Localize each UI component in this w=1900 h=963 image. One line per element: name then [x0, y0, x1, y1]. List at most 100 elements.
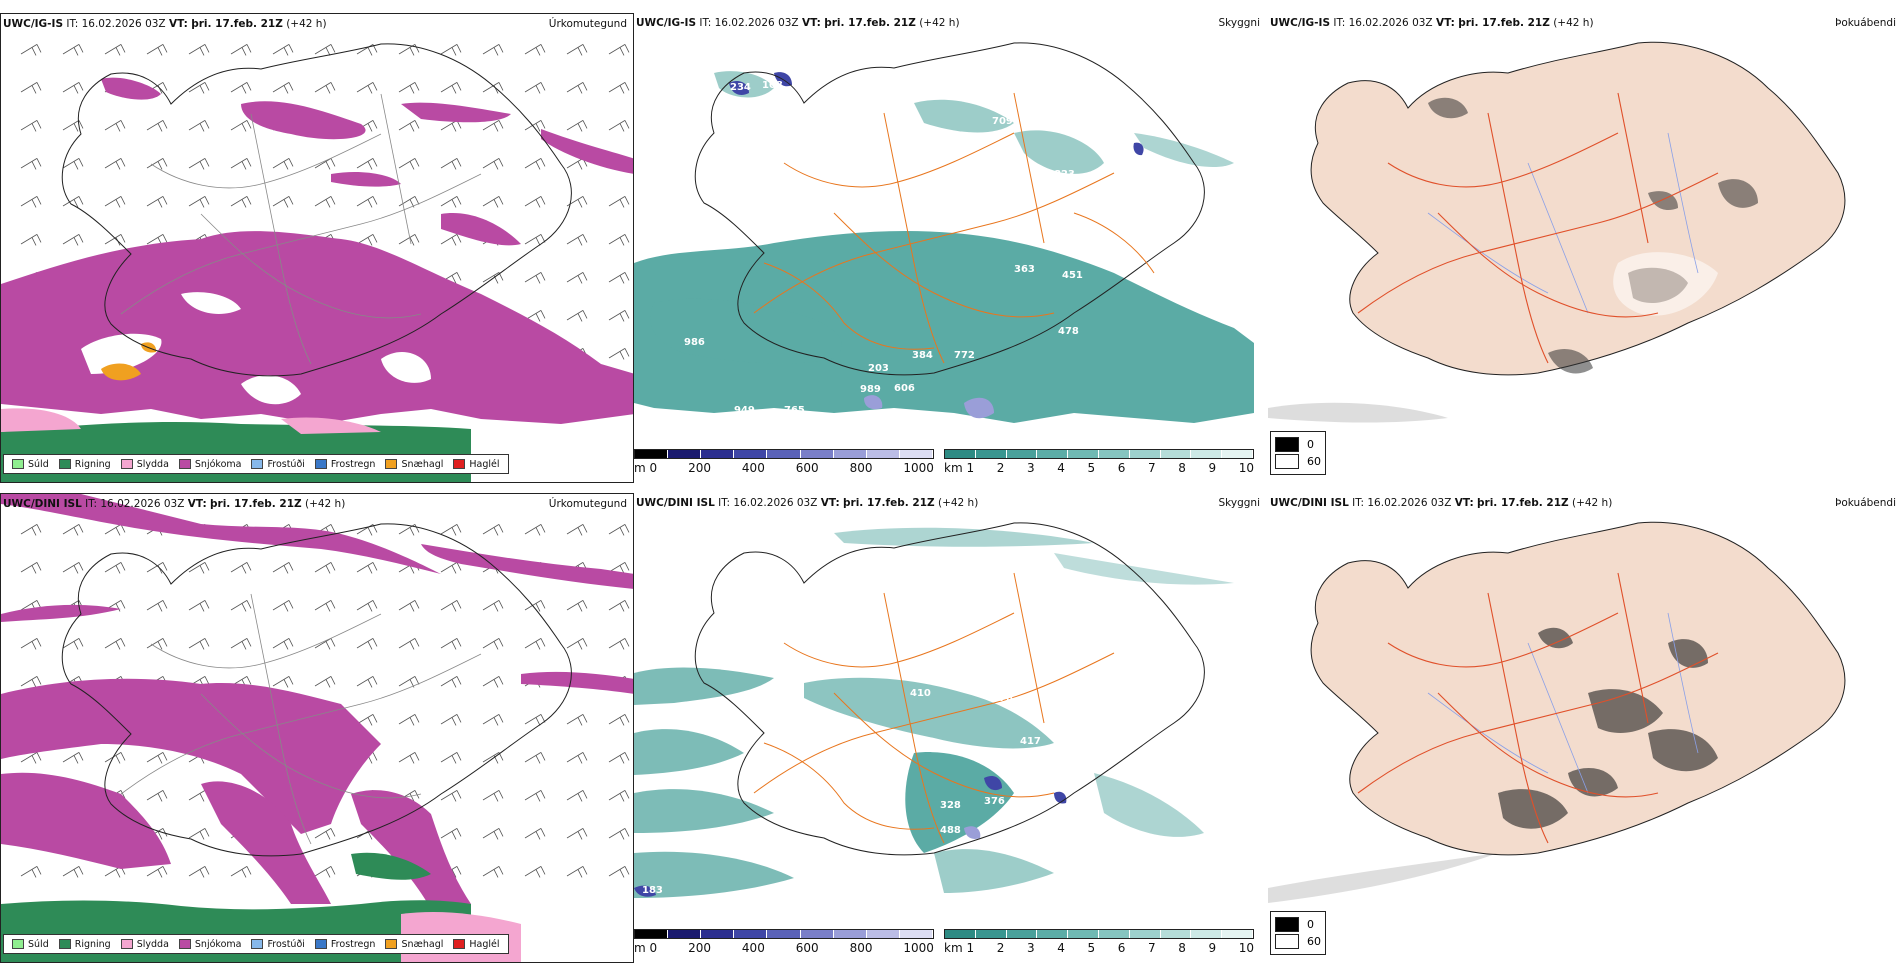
wind-barb	[314, 196, 336, 208]
wind-barb	[566, 120, 588, 132]
legend-item: Slydda	[120, 939, 169, 950]
vis-label: 363	[1014, 264, 1035, 275]
panel-header: UWC/IG-IS IT: 16.02.2026 03Z VT: þri. 17…	[1270, 17, 1594, 29]
wind-barb	[62, 196, 84, 208]
wind-barb	[146, 196, 168, 208]
wind-barb	[566, 752, 588, 764]
panel-precip-type-igis: UWC/IG-IS IT: 16.02.2026 03Z VT: þri. 17…	[0, 13, 634, 483]
wind-barb	[440, 158, 462, 170]
wind-barb	[608, 82, 630, 94]
wind-barb	[608, 828, 630, 840]
wind-barb	[188, 44, 210, 56]
wind-barb	[524, 158, 546, 170]
wind-barb	[314, 44, 336, 56]
coastline	[694, 522, 1205, 856]
wind-barb	[398, 120, 420, 132]
colorbar-m-bar	[634, 929, 934, 939]
vis-label: 665	[944, 423, 965, 434]
wind-barb	[146, 752, 168, 764]
panel-title: Úrkomutegund	[548, 498, 627, 510]
legend-item: Súld	[12, 459, 49, 470]
wind-barb	[20, 638, 42, 650]
wind-barb	[314, 158, 336, 170]
wind-barb	[314, 562, 336, 574]
vis-label: 384	[912, 350, 933, 361]
legend-item: Snæhagl	[385, 459, 443, 470]
colorbar-m-ticks: m 0 200 400 600 800 1000	[634, 941, 934, 955]
coastline	[61, 523, 572, 857]
fog-map-dini	[1268, 521, 1846, 903]
wind-barb	[524, 196, 546, 208]
colorbar-m-ticks: m 0 200 400 600 800 1000	[634, 461, 934, 475]
vis-label: 108	[762, 80, 783, 91]
wind-barb	[62, 562, 84, 574]
wind-barb	[104, 196, 126, 208]
wind-barb	[524, 272, 546, 284]
wind-barb	[146, 158, 168, 170]
wind-barb	[272, 600, 294, 612]
fog-legend-swatch	[1275, 437, 1299, 452]
wind-barb	[398, 600, 420, 612]
vis-label: 986	[684, 337, 705, 348]
visibility-value-labels: 234 108 709 823 363 451 478 986 384 772 …	[674, 80, 1083, 434]
wind-barb	[608, 272, 630, 284]
wind-barb	[440, 752, 462, 764]
wind-barb	[62, 752, 84, 764]
wind-barb	[104, 158, 126, 170]
wind-barb	[104, 120, 126, 132]
wind-barb	[356, 676, 378, 688]
roads	[753, 92, 1155, 364]
wind-barb	[188, 562, 210, 574]
colorbar-km: km 1 2 3 4 5 6 7 8 9 10	[944, 929, 1254, 955]
wind-barb	[608, 234, 630, 246]
wind-barb	[356, 196, 378, 208]
wind-barb	[566, 44, 588, 56]
legend-swatch	[58, 939, 71, 949]
wind-barb	[188, 866, 210, 878]
wind-barb	[608, 562, 630, 574]
wind-barb	[398, 82, 420, 94]
vis-label: 765	[784, 405, 805, 416]
wind-barb	[230, 44, 252, 56]
wind-barb	[608, 638, 630, 650]
wind-barb	[104, 524, 126, 536]
panel-title: Þokuábendi	[1835, 17, 1896, 29]
legend-swatch	[120, 939, 133, 949]
wind-barb	[272, 638, 294, 650]
fog-patches	[1268, 97, 1758, 423]
vis-label: 772	[954, 350, 975, 361]
wind-barb	[20, 866, 42, 878]
wind-barb	[524, 790, 546, 802]
wind-barb	[188, 120, 210, 132]
legend-item: Haglél	[453, 459, 500, 470]
wind-barb	[230, 562, 252, 574]
vis-label: 949	[734, 405, 755, 416]
wind-barb	[608, 866, 630, 878]
colorbar-m-bar	[634, 449, 934, 459]
wind-barb	[608, 348, 630, 360]
wind-barb	[314, 828, 336, 840]
legend-item: Snjókoma	[178, 939, 241, 950]
vis-label: 391	[1054, 702, 1075, 713]
wind-barb	[482, 196, 504, 208]
fog-legend: 0 60	[1270, 911, 1326, 955]
vis-label: 478	[1058, 326, 1079, 337]
panel-visibility-igis: 234 108 709 823 363 451 478 986 384 772 …	[634, 13, 1268, 483]
wind-barb	[356, 562, 378, 574]
wind-barb	[314, 638, 336, 650]
wind-barb	[188, 828, 210, 840]
legend-item: Snjókoma	[178, 459, 241, 470]
panel-header: UWC/IG-IS IT: 16.02.2026 03Z VT: þri. 17…	[636, 17, 960, 29]
legend-item: Rigning	[58, 459, 111, 470]
fog-legend: 0 60	[1270, 431, 1326, 475]
wind-barb	[608, 310, 630, 322]
precip-legend: Súld Rigning Slydda Snjókoma Frostúði Fr…	[3, 934, 509, 954]
wind-barb	[20, 676, 42, 688]
wind-barb	[272, 82, 294, 94]
wind-barb	[188, 600, 210, 612]
wind-barb	[62, 82, 84, 94]
wind-barb	[566, 600, 588, 612]
wind-barb	[62, 866, 84, 878]
legend-swatch	[385, 459, 398, 469]
wind-barb	[566, 310, 588, 322]
